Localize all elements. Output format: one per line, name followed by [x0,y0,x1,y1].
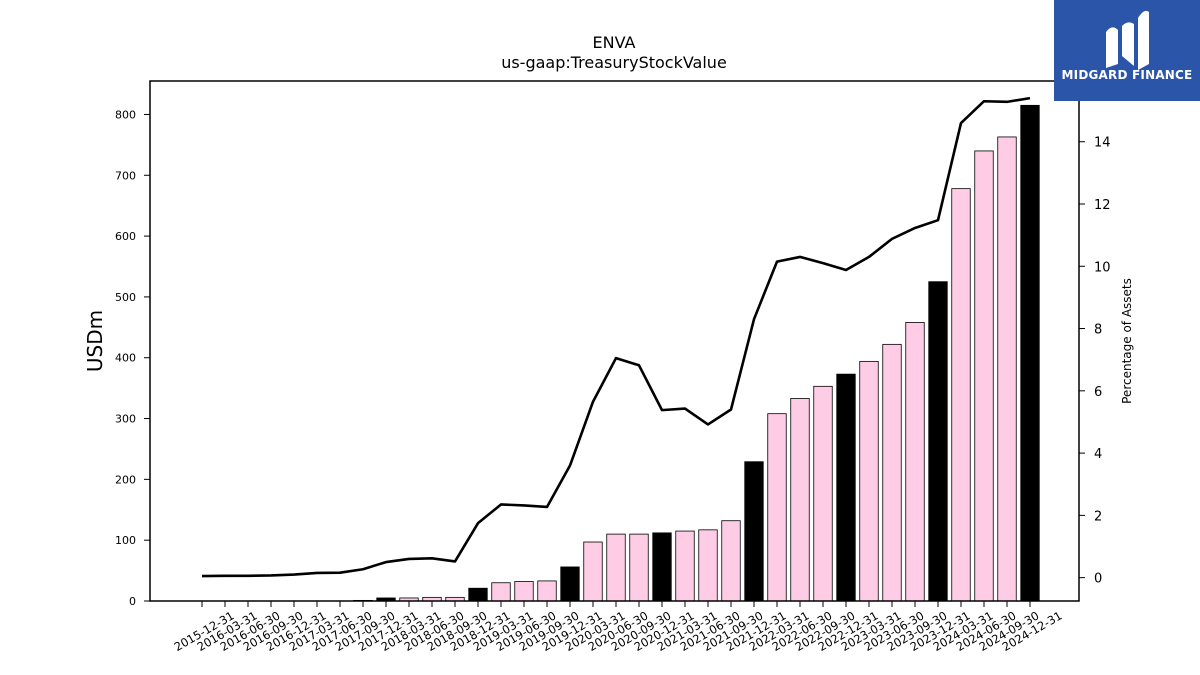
y2-tick-label: 0 [1094,572,1102,587]
y-tick-label: 400 [115,352,136,365]
y2-tick-label: 2 [1094,509,1102,524]
bar [767,413,787,602]
bar [859,360,879,602]
y2-axis-label: Percentage of Assets [1120,278,1134,404]
y2-tick-label: 8 [1094,323,1102,338]
y-tick-label: 200 [115,473,136,486]
bar [560,566,580,602]
y2-tick-label: 6 [1094,385,1102,400]
midgard-logo-icon [1106,10,1149,70]
bar [675,530,695,602]
bar [491,582,511,602]
chart-subtitle: us-gaap:TreasuryStockValue [501,53,727,72]
bar [790,398,810,602]
y2-tick-label: 14 [1094,136,1111,151]
bar [1020,104,1040,602]
chart-title: ENVA [593,33,636,52]
bar [698,529,718,602]
y-tick-label: 500 [115,291,136,304]
bar [514,581,534,602]
bar [652,532,672,602]
bar [721,520,741,602]
y2-tick-label: 10 [1094,260,1111,275]
bars-group [353,104,1040,602]
bar [606,533,626,602]
y-tick-label: 0 [129,595,136,608]
y-tick-label: 600 [115,230,136,243]
bar [813,385,833,602]
y-axis-label: USDm [83,310,107,372]
bar [583,541,603,602]
line-group [201,96,1031,578]
bar [744,461,764,602]
y2-tick-label: 12 [1094,198,1111,213]
bar [537,580,557,602]
y-tick-label: 800 [115,108,136,121]
bar [468,587,488,602]
bar [905,322,925,602]
bar [836,373,856,602]
bar [951,188,971,602]
y-tick-label: 100 [115,534,136,547]
brand-name: MIDGARD FINANCE [1061,68,1193,82]
bar [997,136,1017,602]
plot-frame [149,80,1080,602]
bar [629,533,649,602]
axes-group: 0100200300400500600700800024681012142015… [115,108,1111,654]
bar [882,343,902,602]
series-line [201,96,1031,578]
brand-logo: MIDGARD FINANCE [1054,0,1200,101]
y-tick-label: 700 [115,169,136,182]
y-tick-label: 300 [115,413,136,426]
bar [928,281,948,602]
y2-tick-label: 4 [1094,447,1102,462]
bar [974,150,994,602]
